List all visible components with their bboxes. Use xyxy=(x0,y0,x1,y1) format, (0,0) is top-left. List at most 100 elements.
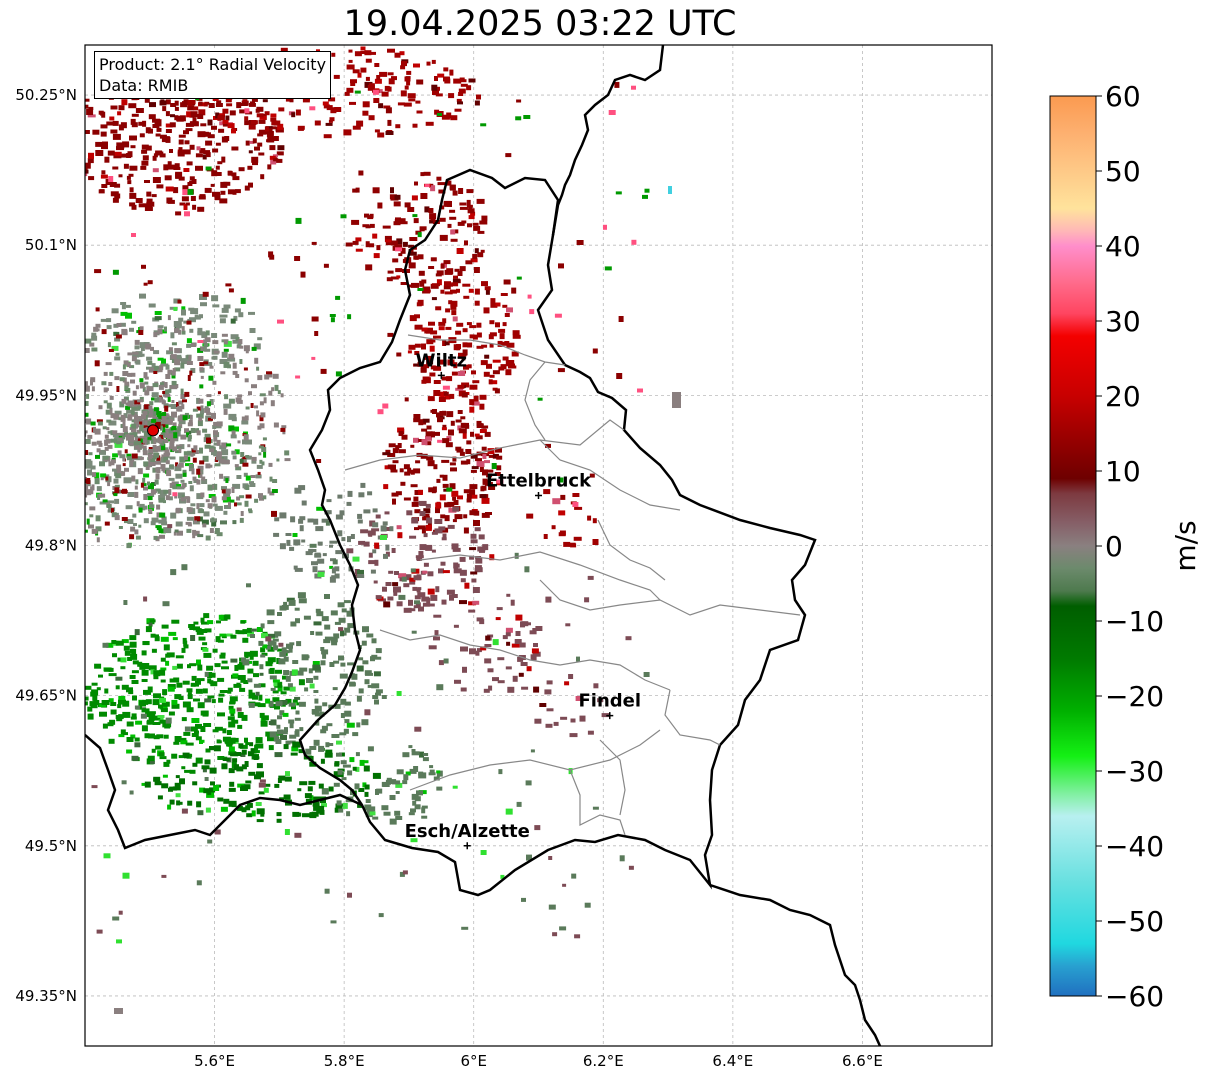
radar-echo-cell xyxy=(312,801,320,807)
radar-echo-cell xyxy=(133,432,138,438)
radar-echo-cell xyxy=(218,114,225,120)
radar-echo-cell xyxy=(438,321,446,326)
radar-echo-cell xyxy=(156,411,162,417)
radar-echo-cell xyxy=(382,521,388,526)
radar-echo-cell xyxy=(407,93,416,99)
radar-echo-cell xyxy=(163,527,172,534)
radar-echo-cell xyxy=(118,699,126,705)
radar-echo-cell xyxy=(291,112,296,118)
radar-echo-cell xyxy=(185,128,193,132)
radar-echo-cell xyxy=(392,448,399,454)
radar-echo-cell xyxy=(489,320,495,325)
radar-echo-cell xyxy=(198,398,204,404)
radar-echo-cell xyxy=(226,633,233,637)
radar-echo-cell xyxy=(77,459,82,464)
radar-echo-cell xyxy=(171,481,179,486)
radar-echo-cell xyxy=(127,519,134,524)
radar-echo-cell xyxy=(426,339,434,345)
radar-echo-cell xyxy=(442,474,448,481)
radar-echo-cell xyxy=(76,519,82,522)
radar-echo-cell xyxy=(157,422,166,428)
radar-echo-cell xyxy=(243,345,250,352)
radar-echo-cell xyxy=(494,472,501,476)
radar-echo-cell xyxy=(452,278,460,283)
radar-echo-cell xyxy=(204,407,211,413)
radar-echo-cell xyxy=(201,479,208,484)
radar-echo-cell xyxy=(91,682,98,686)
radar-echo-cell xyxy=(436,786,443,791)
radar-echo-cell xyxy=(248,311,255,315)
radar-echo-cell xyxy=(300,271,306,278)
radar-echo-cell xyxy=(253,343,261,350)
y-tick-label: 49.5°N xyxy=(25,837,77,855)
radar-echo-cell xyxy=(482,454,487,459)
radar-echo-cell xyxy=(552,932,558,937)
radar-echo-cell xyxy=(466,204,473,208)
radar-echo-cell xyxy=(396,275,401,279)
radar-echo-cell xyxy=(106,121,114,126)
radar-echo-cell xyxy=(116,142,124,148)
radar-echo-cell xyxy=(143,473,150,478)
radar-echo-cell xyxy=(112,269,119,275)
radar-echo-cell xyxy=(186,161,193,166)
radar-echo-cell xyxy=(246,583,251,588)
radar-echo-cell xyxy=(350,83,356,86)
radar-echo-cell xyxy=(374,656,382,660)
radar-echo-cell xyxy=(354,90,361,94)
radar-echo-cell xyxy=(126,721,134,727)
radar-echo-cell xyxy=(146,438,150,445)
radar-echo-cell xyxy=(420,453,428,459)
radar-echo-cell xyxy=(187,523,192,527)
radar-echo-cell xyxy=(431,59,436,64)
radar-echo-cell xyxy=(95,307,100,312)
radar-echo-cell xyxy=(383,811,391,816)
radar-echo-cell xyxy=(403,607,412,613)
radar-echo-cell xyxy=(161,874,167,878)
radar-echo-cell xyxy=(238,339,243,344)
radar-echo-cell xyxy=(132,428,137,434)
radar-echo-cell xyxy=(147,360,153,365)
radar-echo-cell xyxy=(96,687,101,691)
radar-echo-cell xyxy=(142,438,147,444)
radar-echo-cell xyxy=(143,282,148,286)
radar-echo-cell xyxy=(102,455,109,460)
radar-echo-cell xyxy=(181,808,188,814)
radar-echo-cell xyxy=(235,502,242,506)
radar-echo-cell xyxy=(403,464,410,470)
radar-echo-cell xyxy=(459,451,465,456)
radar-echo-cell xyxy=(375,595,382,600)
radar-echo-cell xyxy=(441,376,447,381)
radar-echo-cell xyxy=(560,716,568,720)
radar-echo-cell xyxy=(441,427,447,431)
radar-echo-cell xyxy=(367,84,375,91)
radar-echo-cell xyxy=(145,626,152,633)
radar-echo-cell xyxy=(432,409,437,414)
german-border-north xyxy=(551,45,665,236)
radar-echo-cell xyxy=(99,461,105,467)
radar-echo-cell xyxy=(432,283,440,287)
radar-echo-cell xyxy=(255,108,260,113)
radar-echo-cell xyxy=(108,420,117,426)
radar-echo-cell xyxy=(330,317,335,323)
radar-echo-cell xyxy=(177,426,182,432)
radar-echo-cell xyxy=(314,552,321,558)
radar-echo-cell xyxy=(77,105,83,109)
radar-echo-cell xyxy=(288,702,296,707)
radar-echo-cell xyxy=(198,133,204,137)
radar-echo-cell xyxy=(165,111,170,117)
radar-echo-cell xyxy=(352,69,360,74)
radar-echo-cell xyxy=(217,451,222,456)
radar-echo-cell xyxy=(122,364,126,370)
radar-echo-cell xyxy=(187,444,191,448)
radar-echo-cell xyxy=(223,181,231,186)
radar-echo-cell xyxy=(109,461,115,466)
radar-echo-cell xyxy=(387,464,394,469)
radar-echo-cell xyxy=(169,483,174,488)
radar-echo-cell xyxy=(126,737,134,742)
radar-echo-cell xyxy=(183,99,189,103)
radar-echo-cell xyxy=(249,483,256,487)
radar-echo-cell xyxy=(489,484,495,490)
radar-echo-cell xyxy=(176,402,180,407)
radar-echo-cell xyxy=(387,596,394,601)
radar-echo-cell xyxy=(78,139,83,143)
